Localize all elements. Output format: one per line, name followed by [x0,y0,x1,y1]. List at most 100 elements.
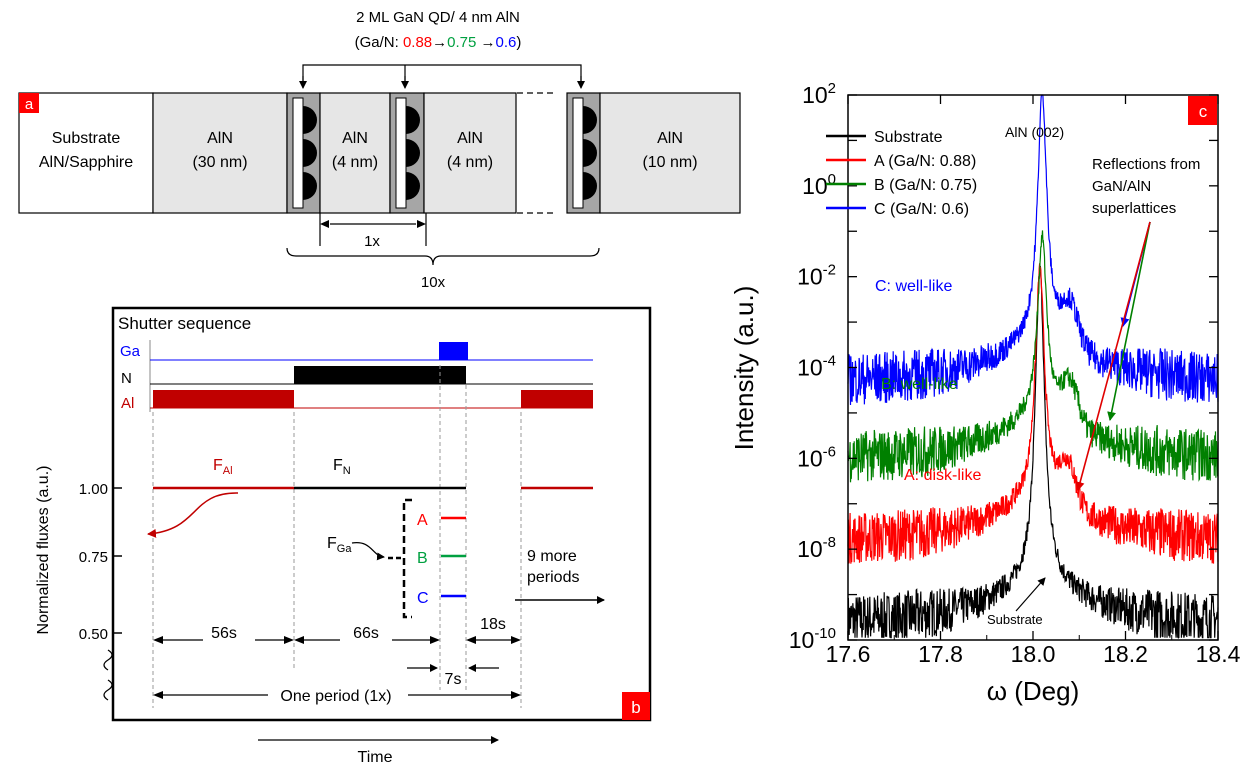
legend-label-3: C (Ga/N: 0.6) [874,201,969,218]
qd-pointer-arrows [299,64,585,89]
panel-a-title-line2: (Ga/N: 0.88→0.75 →0.6) [355,34,522,51]
title-arrow-2: → [476,34,495,51]
shutter-sequence-title: Shutter sequence [118,314,251,333]
chart-ticks-group [847,94,1219,641]
time-al-label: 56s [211,625,237,642]
panel-b-tag: b [631,698,640,717]
time-wait-label: 18s [480,616,506,633]
reflection-arrow-a [1075,221,1151,491]
gan-well-3 [572,97,584,209]
shutter-n-label: N [121,370,132,387]
one-period-label: One period (1x) [280,688,391,705]
t-wait-bg [470,614,516,634]
ytick-label: 102 [802,80,836,108]
ratio-088: 0.88 [403,34,432,51]
substrate-arrow [1015,577,1046,612]
panel-c-tag: c [1199,102,1208,121]
layer-name-2: AlN [342,130,368,147]
f-n-sub: N [343,465,351,477]
layer-name-1: AlN [207,130,233,147]
aln-4nm-layer-2 [423,92,517,214]
ratio-075: 0.75 [447,34,476,51]
more-periods-2: periods [527,569,579,586]
shutter-n-open [294,366,466,384]
gan-well-1 [292,97,304,209]
sample-a-label: A [417,512,428,529]
peak-annotation: AlN (002) [1005,124,1064,140]
substrate-layer [18,92,154,214]
layer-thickness-1: (30 nm) [192,154,247,171]
shutter-ga-open [439,342,468,360]
ytick-label: 10-6 [797,443,836,471]
layer-thickness-2: (4 nm) [332,154,378,171]
ytick-label: 10-4 [797,353,836,381]
gan-well-2 [395,97,407,209]
legend-label-2: B (Ga/N: 0.75) [874,177,977,194]
series-line-1 [847,263,1219,564]
ratio-06: 0.6 [496,34,517,51]
title-prefix: (Ga/N: [355,34,403,51]
substrate-annotation: Substrate [987,612,1043,627]
panel-b: b Shutter sequence Ga N Al 1.00 [35,306,652,765]
shutter-ga-label: Ga [120,343,141,360]
repeat-10x-label: 10x [421,274,446,291]
series-line-0 [847,263,1219,639]
chart-xtick-labels: 17.6 17.8 18.0 18.2 18.4 [826,641,1241,667]
panel-b-tag-box [622,692,650,720]
panel-a-tag: a [25,96,34,113]
legend-label-1: A (Ga/N: 0.88) [874,153,976,170]
f-al-base: F [213,457,223,474]
chart-ylabel: Intensity (a.u.) [729,286,759,451]
xtick-label: 18.4 [1196,641,1241,667]
ytick-100: 1.00 [79,481,108,498]
ytick-label: 10-10 [789,625,836,653]
reflections-line-3: superlattices [1092,200,1176,217]
ytick-label: 100 [802,171,836,199]
shutter-al-label: Al [121,395,134,412]
panel-a: 2 ML GaN QD/ 4 nm AlN (Ga/N: 0.88→0.75 →… [18,9,741,291]
ga-bracket [402,498,412,619]
time-ga-label: 7s [445,671,462,688]
period-bg [268,685,408,705]
xtick-label: 18.0 [1011,641,1056,667]
layer-name-4: AlN [657,130,683,147]
ytick-label: 10-2 [797,262,836,290]
sample-c-label: C [417,590,429,607]
layer-stack [18,92,741,214]
shutter-al-open-2 [521,390,593,408]
reflection-arrow-b [1107,221,1151,421]
substrate-label-2: AlN/Sapphire [39,154,133,171]
axis-break [103,649,113,701]
flux-axis-label: Normalized fluxes (a.u.) [35,466,52,635]
a-disk-like-label: A: disk-like [904,467,981,484]
f-ga-pointer [351,542,385,561]
reflections-line-1: Reflections from [1092,156,1200,173]
substrate-label-1: Substrate [52,130,121,147]
chart-legend: Substrate A (Ga/N: 0.88) B (Ga/N: 0.75) … [826,129,977,218]
t-n-bg [340,623,392,643]
title-suffix: ) [516,34,521,51]
repeat-10x-brace [286,247,600,266]
reflection-arrows [1075,221,1151,491]
reflections-line-2: GaN/AlN [1092,178,1151,195]
aln-30nm-layer [152,92,288,214]
panel-c-tag-box [1188,96,1217,125]
f-n-label: FN [333,457,351,477]
f-al-sub: Al [223,465,233,477]
b-well-like-label: B: well-like [881,376,958,393]
layer-name-3: AlN [457,130,483,147]
shutter-al-open-1 [153,390,294,408]
panel-b-frame [111,306,652,722]
layer-thickness-4: (10 nm) [642,154,697,171]
continuation-dashes [517,92,557,214]
ytick-075: 0.75 [79,549,108,566]
period-1x-arrow [319,213,427,246]
panel-c-chart: 102 100 10-2 10-4 10-6 10-8 10-10 17.6 17.8 18.0… [729,80,1241,706]
time-axis-label: Time [358,749,393,765]
quantum-dots [303,106,597,200]
legend-label-0: Substrate [874,129,943,146]
time-markers [152,365,522,708]
layer-thickness-3: (4 nm) [447,154,493,171]
chart-xlabel: ω (Deg) [987,676,1080,706]
